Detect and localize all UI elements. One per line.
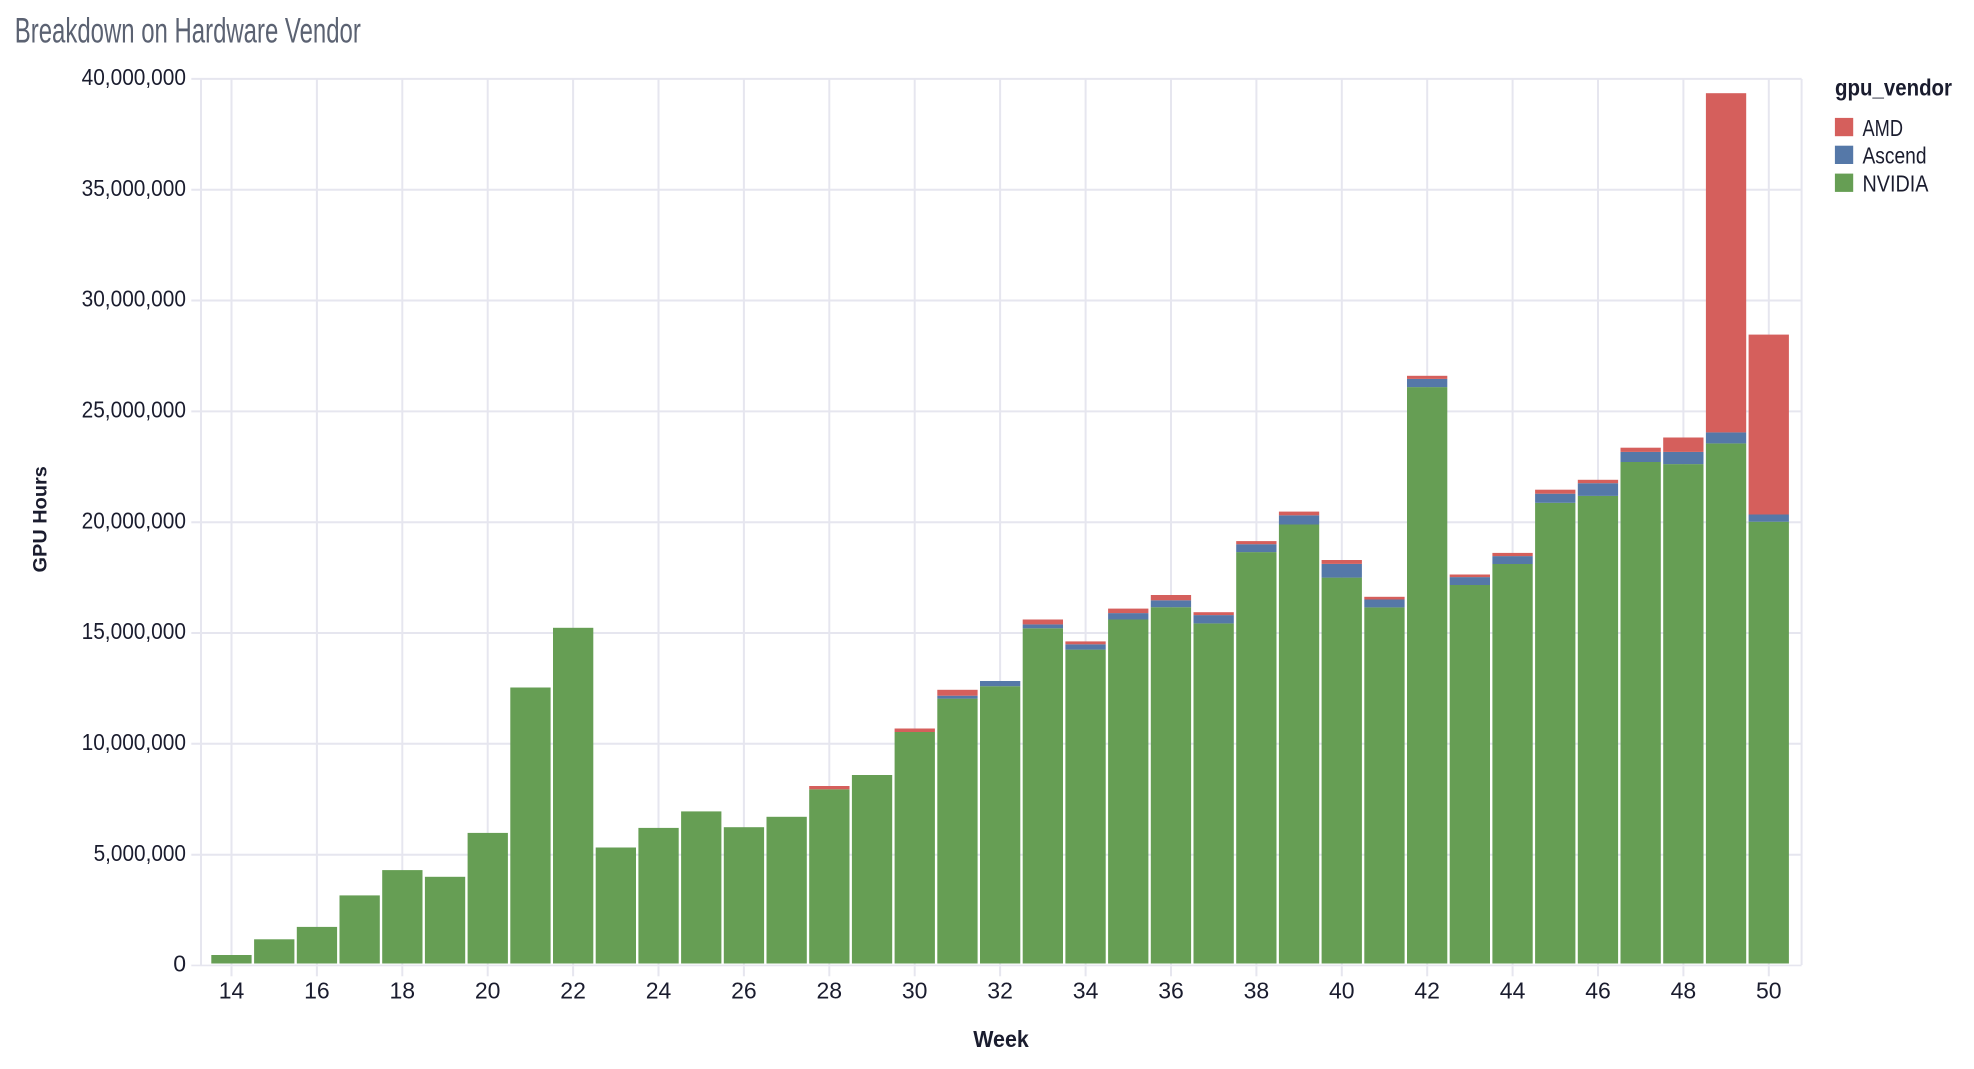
svg-text:20,000,000: 20,000,000 (82, 507, 186, 533)
svg-text:46: 46 (1585, 978, 1611, 1004)
svg-text:NVIDIA: NVIDIA (1863, 171, 1930, 197)
svg-text:GPU Hours: GPU Hours (30, 466, 51, 572)
svg-text:10,000,000: 10,000,000 (82, 729, 186, 755)
svg-text:18: 18 (390, 978, 416, 1004)
svg-text:42: 42 (1414, 978, 1440, 1004)
svg-text:28: 28 (817, 978, 843, 1004)
svg-text:35,000,000: 35,000,000 (82, 175, 186, 201)
svg-text:5,000,000: 5,000,000 (94, 840, 186, 866)
svg-text:26: 26 (731, 978, 757, 1004)
svg-text:48: 48 (1671, 978, 1697, 1004)
svg-text:AMD: AMD (1863, 115, 1904, 141)
svg-text:38: 38 (1244, 978, 1270, 1004)
svg-text:25,000,000: 25,000,000 (82, 397, 186, 423)
svg-text:30,000,000: 30,000,000 (82, 286, 186, 312)
svg-text:30: 30 (902, 978, 928, 1004)
svg-text:50: 50 (1756, 978, 1782, 1004)
svg-text:gpu_vendor: gpu_vendor (1835, 74, 1952, 100)
svg-text:24: 24 (646, 978, 672, 1004)
svg-text:32: 32 (987, 978, 1013, 1004)
svg-text:40,000,000: 40,000,000 (82, 64, 186, 90)
svg-text:22: 22 (560, 978, 586, 1004)
svg-text:40: 40 (1329, 978, 1355, 1004)
svg-text:44: 44 (1500, 978, 1526, 1004)
svg-text:15,000,000: 15,000,000 (82, 618, 186, 644)
svg-text:0: 0 (173, 951, 186, 977)
svg-text:20: 20 (475, 978, 501, 1004)
svg-text:Breakdown on Hardware Vendor: Breakdown on Hardware Vendor (15, 11, 361, 51)
svg-text:16: 16 (304, 978, 330, 1004)
svg-text:Ascend: Ascend (1863, 143, 1927, 169)
svg-text:36: 36 (1158, 978, 1184, 1004)
svg-text:34: 34 (1073, 978, 1099, 1004)
svg-text:Week: Week (973, 1026, 1029, 1052)
svg-text:14: 14 (219, 978, 245, 1004)
